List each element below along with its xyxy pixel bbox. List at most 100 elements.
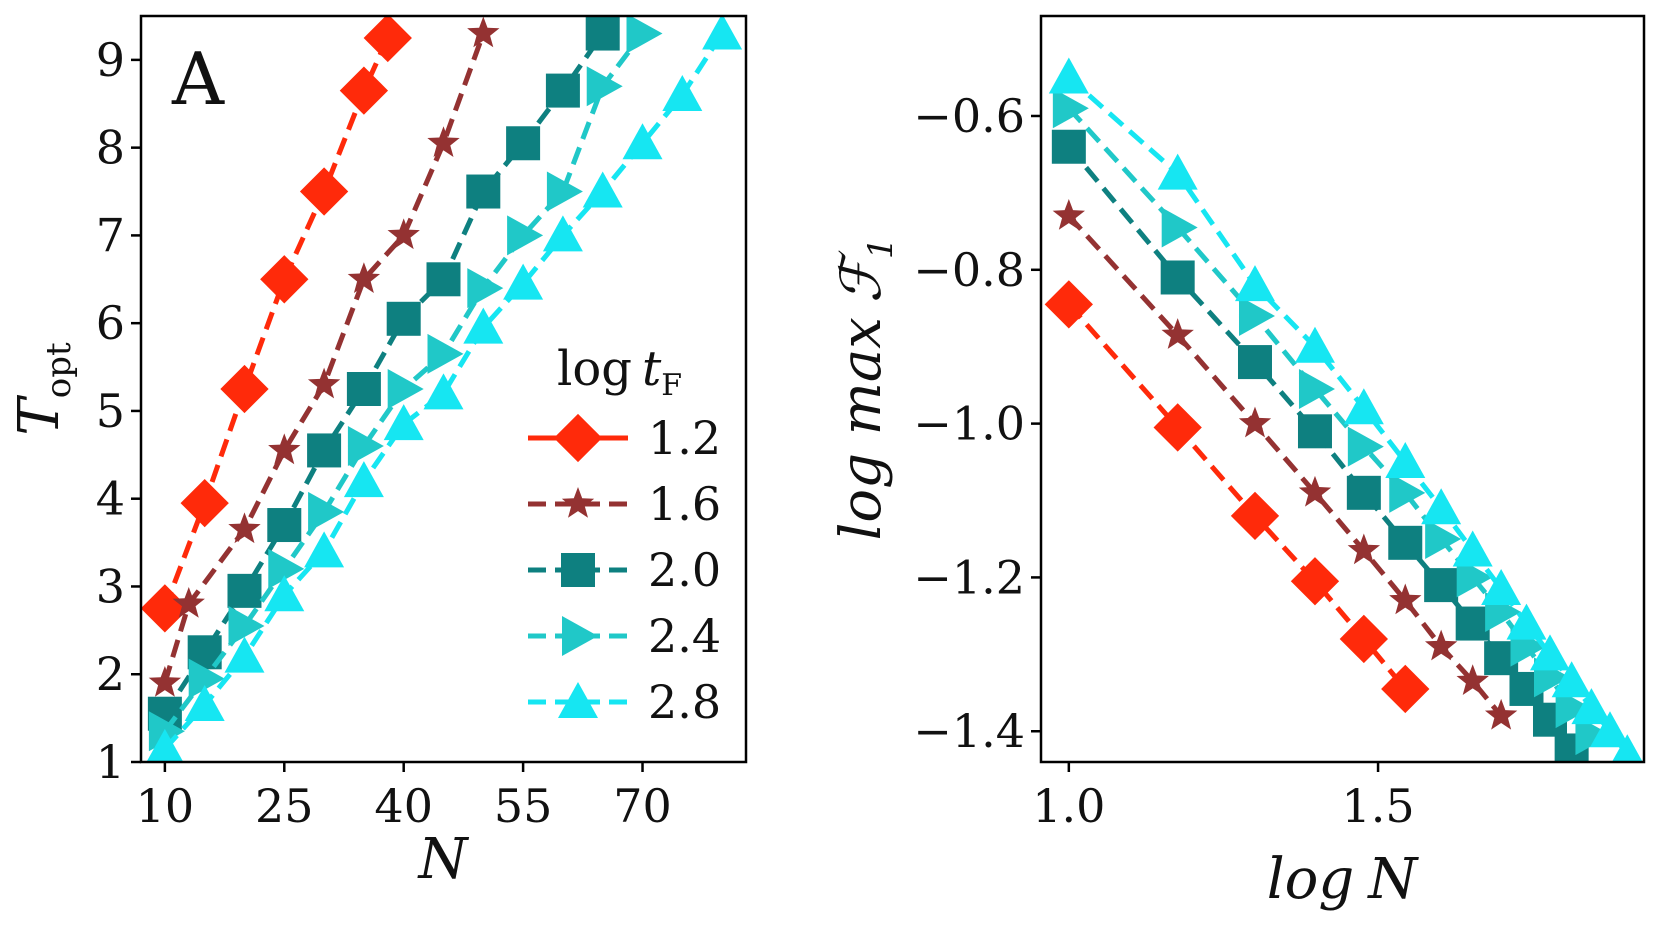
panel-a-point-2.8 [304, 531, 345, 568]
legend: log tF 1.2 1.6 2.0 2.4 2.8 [528, 341, 721, 729]
panel-a-x-tick-label: 55 [494, 779, 553, 833]
panel-a-point-2.4 [308, 491, 345, 532]
legend-entries: 1.2 1.6 2.0 2.4 2.8 [528, 411, 721, 729]
panel-b-point-2.0 [1051, 129, 1086, 164]
panel-a-point-2.8 [622, 123, 663, 160]
panel-b-series-2.0 [1051, 129, 1589, 762]
legend-label: 2.4 [648, 609, 721, 663]
panel-a-y-label-var: T [7, 395, 72, 436]
panel-a-point-1.6 [307, 367, 341, 399]
panel-b-point-2.8 [1589, 711, 1630, 748]
panel-a-frame [139, 14, 748, 764]
panel-a-point-2.4 [148, 711, 185, 752]
panel-a-point-1.6 [467, 16, 500, 48]
panel-a-point-1.6 [427, 126, 460, 158]
legend-label: 1.6 [648, 477, 721, 531]
panel-a-point-2.0 [267, 508, 302, 543]
panel-b-line-1.6 [1066, 214, 1504, 718]
panel-a-y-tick-label: 2 [96, 647, 125, 701]
panel-b-point-2.0 [1388, 525, 1423, 560]
panel-b-point-2.8 [1506, 603, 1547, 640]
panel-b-point-2.4 [1425, 518, 1462, 559]
panel-b-point-1.6 [1298, 475, 1332, 507]
panel-b-point-2.0 [1424, 568, 1459, 603]
legend-entry-2.4: 2.4 [528, 609, 721, 663]
panel-b-point-2.8 [1551, 661, 1592, 698]
panel-a-x-tick-label: 25 [255, 779, 314, 833]
panel-b-point-1.2 [1230, 491, 1280, 541]
panel-a-point-2.8 [224, 636, 265, 673]
legend-label: 2.0 [648, 543, 721, 597]
panel-a-point-1.6 [347, 262, 381, 294]
panel-b-point-2.4 [1389, 472, 1426, 513]
panel-a-point-2.0 [506, 126, 541, 161]
panel-b-point-2.8 [1452, 530, 1493, 567]
panel-b-point-2.8 [1421, 488, 1462, 525]
panel-a-point-2.0 [466, 174, 501, 209]
panel-a-point-1.2 [220, 364, 269, 414]
panel-a-point-1.2 [180, 478, 229, 528]
panel-b-series-2.8 [1048, 57, 1643, 762]
panel-b-point-2.8 [1234, 265, 1275, 302]
panel-a-y-tick-label: 4 [96, 472, 125, 526]
panel-b-point-1.6 [1161, 318, 1194, 349]
panel-a-point-1.6 [387, 218, 420, 250]
legend-marker-1.6 [561, 487, 595, 518]
panel-a-point-2.8 [662, 74, 703, 111]
panel-b-point-2.4 [1347, 426, 1384, 467]
panel-a-point-2.4 [626, 16, 663, 54]
panel-b-point-1.6 [1456, 664, 1489, 696]
panel-a-series-2.8 [146, 16, 743, 762]
panel-a-x-tick-label: 10 [136, 779, 195, 833]
panel-a-point-2.4 [467, 268, 504, 309]
panel-b-point-1.6 [1347, 533, 1381, 565]
legend-label: 1.2 [648, 411, 721, 465]
panel-a-line-2.8 [163, 32, 725, 751]
legend-marker-2.0 [561, 553, 595, 587]
panel-b-point-1.2 [1044, 280, 1093, 329]
panel-a-point-2.4 [188, 658, 225, 699]
panel-a-point-2.8 [146, 728, 184, 762]
panel-a-point-2.8 [423, 373, 464, 410]
panel-b-point-2.4 [1298, 369, 1335, 409]
panel-a-point-1.6 [172, 587, 205, 618]
panel-b-ticks: 1.0 1.5 −0.6 −0.8 −1.0 −1.2 −1.4 [913, 89, 1414, 833]
panel-b-y-tick-label: −0.8 [913, 243, 1025, 297]
legend-entry-2.8: 2.8 [528, 675, 721, 729]
panel-a-point-2.4 [228, 605, 265, 646]
panel-b: 1.0 1.5 −0.6 −0.8 −1.0 −1.2 −1.4 log N log maxℱ… [829, 14, 1646, 912]
panel-a-point-2.8 [383, 404, 424, 441]
panel-a-point-2.4 [387, 369, 424, 409]
panel-a-series-2.0 [147, 16, 620, 731]
panel-b-y-tick-label: −1.0 [913, 397, 1025, 451]
panel-a-point-2.0 [307, 433, 342, 468]
panel-b-point-2.4 [1575, 715, 1612, 756]
panel-a-point-2.8 [343, 461, 384, 498]
panel-a-point-1.2 [363, 16, 412, 63]
panel-b-point-2.0 [1346, 475, 1381, 510]
panel-b-point-1.6 [1052, 198, 1085, 230]
panel-a-point-2.8 [264, 575, 305, 612]
svg-text:Topt: Topt [7, 342, 79, 436]
panel-a-y-tick-label: 8 [96, 121, 125, 175]
panel-b-line-1.2 [1066, 302, 1408, 691]
panel-b-point-1.6 [1389, 583, 1422, 615]
legend-entry-1.2: 1.2 [528, 411, 721, 465]
panel-a-point-1.6 [268, 433, 301, 465]
panel-b-point-2.8 [1529, 634, 1570, 671]
panel-a-point-2.8 [463, 307, 504, 344]
panel-b-x-label-prefix: log [1267, 847, 1354, 912]
panel-a-point-2.8 [582, 171, 623, 208]
panel-a-point-2.0 [386, 301, 421, 336]
panel-b-point-2.0 [1455, 606, 1490, 641]
panel-a-y-tick-label: 5 [96, 384, 125, 438]
panel-a-point-1.2 [141, 584, 190, 633]
panel-a-y-tick-label: 9 [96, 33, 125, 87]
panel-a-plot-area [141, 16, 743, 762]
panel-a-point-1.2 [339, 66, 389, 115]
legend-title-sub: F [661, 368, 682, 403]
panel-b-x-label-var: N [1366, 847, 1419, 912]
panel-a-point-1.2 [260, 255, 309, 304]
legend-title-var: t [642, 341, 662, 397]
